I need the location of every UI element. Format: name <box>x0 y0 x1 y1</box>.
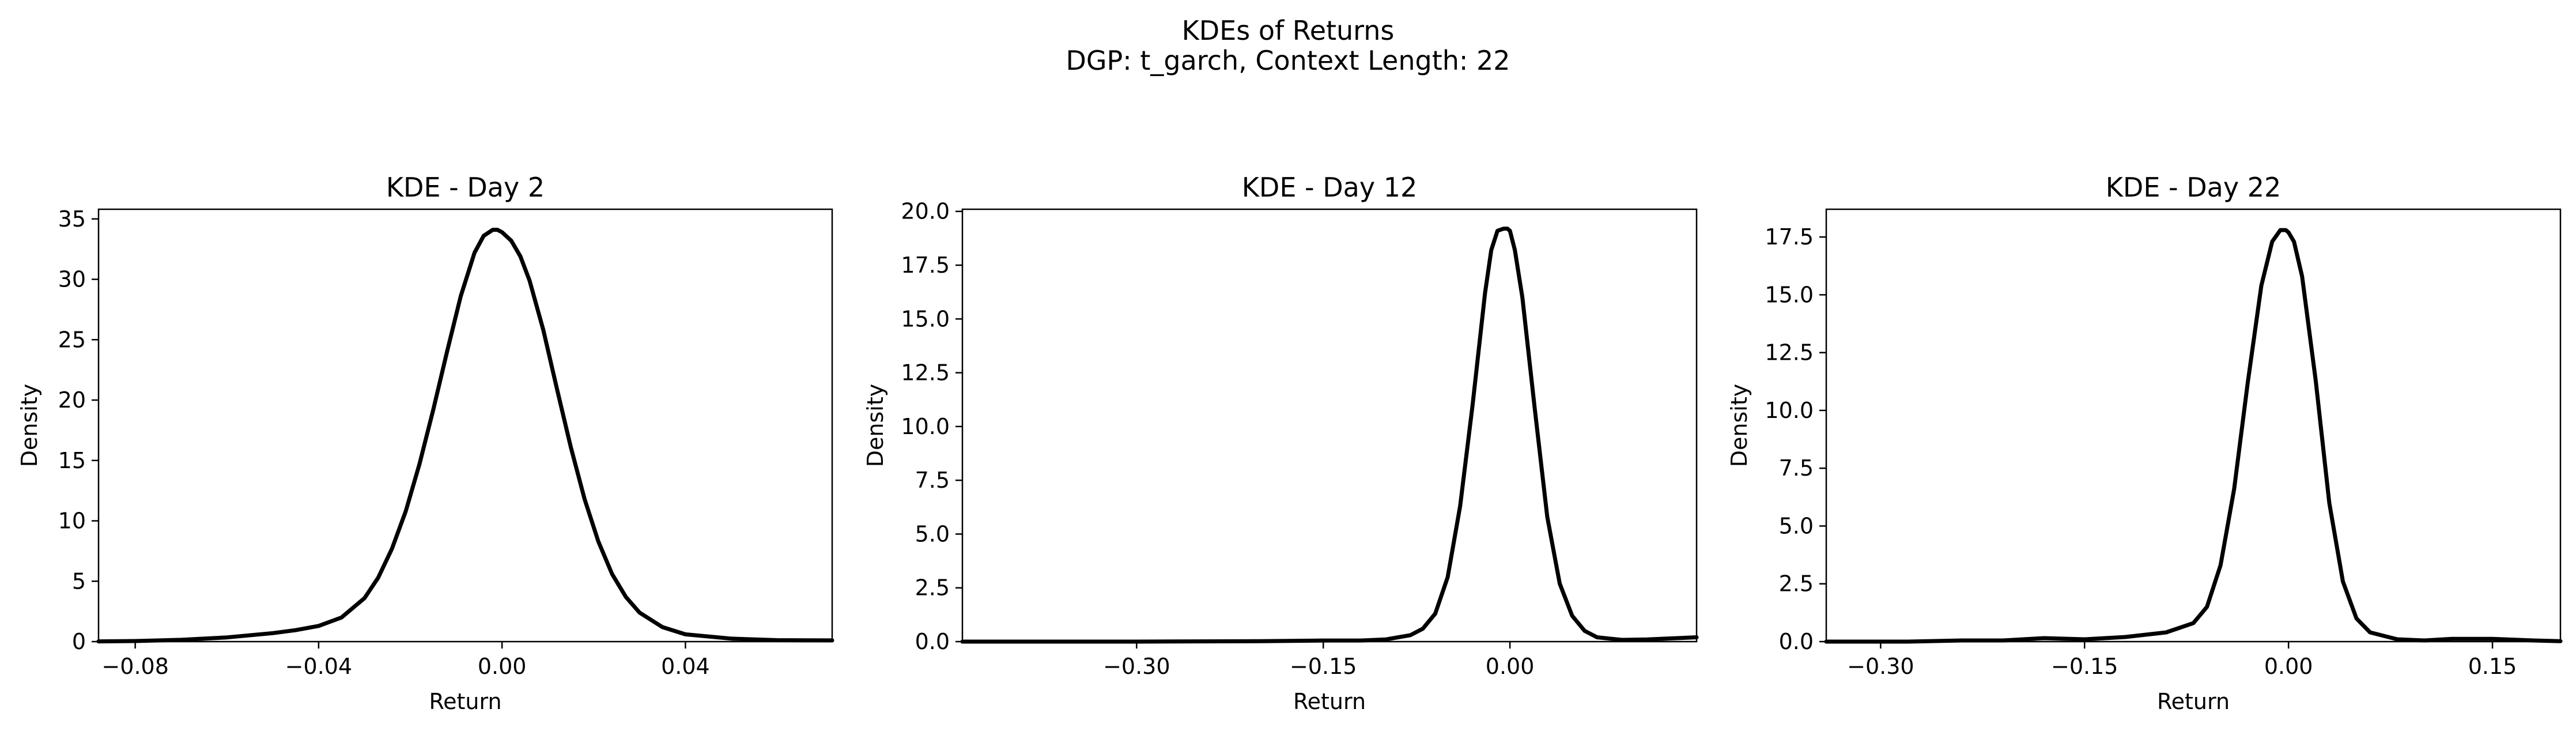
y-tick-label: 17.5 <box>1765 224 1814 250</box>
y-tick-label: 5.0 <box>1779 513 1814 538</box>
y-tick-label: 5 <box>72 568 86 594</box>
y-tick-label: 5.0 <box>915 521 950 546</box>
y-tick-label: 17.5 <box>901 252 950 278</box>
x-tick-label: 0.00 <box>478 654 527 679</box>
y-tick-label: 2.5 <box>1779 571 1814 597</box>
y-axis-label: Density <box>17 384 42 467</box>
y-tick-label: 12.5 <box>1765 340 1814 365</box>
y-tick-label: 15.0 <box>1765 282 1814 307</box>
y-tick-label: 20.0 <box>901 199 950 224</box>
subplot-3: −0.30 −0.15 0.00 0.15 0.0 2.5 5.0 7.5 10.0 12.5 15… <box>1727 172 2563 714</box>
y-tick-label: 2.5 <box>915 575 950 601</box>
y-tick-label: 10 <box>58 508 86 534</box>
y-axis-label: Density <box>1727 384 1752 467</box>
y-tick-label: 0 <box>72 629 86 654</box>
subplot-2: −0.30 −0.15 0.00 0.0 2.5 5.0 7.5 10.0 12.5 15.0 17… <box>863 172 1699 714</box>
plot-frame <box>961 208 1698 643</box>
y-tick-label: 15 <box>58 448 86 473</box>
x-axis-label: Return <box>2157 689 2230 714</box>
x-tick-label: −0.08 <box>101 654 168 679</box>
x-tick-label: −0.04 <box>285 654 352 679</box>
y-tick-label: 25 <box>58 327 86 352</box>
x-tick-label: −0.15 <box>2051 654 2118 679</box>
y-tick-label: 15.0 <box>901 306 950 331</box>
kde-line <box>1824 228 2563 644</box>
x-tick-label: −0.30 <box>1847 654 1914 679</box>
subplot-title: KDE - Day 12 <box>1242 172 1417 203</box>
y-axis-label: Density <box>863 384 888 467</box>
x-tick-label: −0.15 <box>1290 654 1357 679</box>
kde-line <box>960 227 1699 644</box>
y-tick-label: 30 <box>58 267 86 292</box>
x-tick-label: 0.04 <box>661 654 710 679</box>
y-tick-label: 35 <box>58 206 86 232</box>
subplot-1: −0.08 −0.04 0.00 0.04 0 5 10 15 20 25 30 35 KDE - Da… <box>17 172 834 714</box>
x-tick-label: 0.15 <box>2468 654 2517 679</box>
x-tick-label: 0.00 <box>2264 654 2313 679</box>
figure-subtitle: DGP: t_garch, Context Length: 22 <box>1066 45 1510 76</box>
y-tick-label: 20 <box>58 387 86 413</box>
plot-frame <box>1825 208 2562 643</box>
plot-frame <box>97 208 833 643</box>
y-tick-label: 10.0 <box>901 414 950 439</box>
subplot-title: KDE - Day 2 <box>386 172 545 203</box>
figure-title: KDEs of Returns <box>1181 15 1395 46</box>
y-tick-label: 7.5 <box>915 468 950 493</box>
y-tick-label: 10.0 <box>1765 398 1814 423</box>
x-tick-label: 0.00 <box>1486 654 1535 679</box>
subplot-title: KDE - Day 22 <box>2106 172 2281 203</box>
y-tick-label: 0.0 <box>915 629 950 654</box>
y-tick-label: 12.5 <box>901 360 950 386</box>
x-axis-label: Return <box>429 689 501 714</box>
y-tick-label: 7.5 <box>1779 455 1814 481</box>
y-tick-label: 0.0 <box>1779 629 1814 654</box>
x-tick-label: −0.30 <box>1103 654 1170 679</box>
x-axis-label: Return <box>1293 689 1366 714</box>
kde-line <box>96 228 834 644</box>
